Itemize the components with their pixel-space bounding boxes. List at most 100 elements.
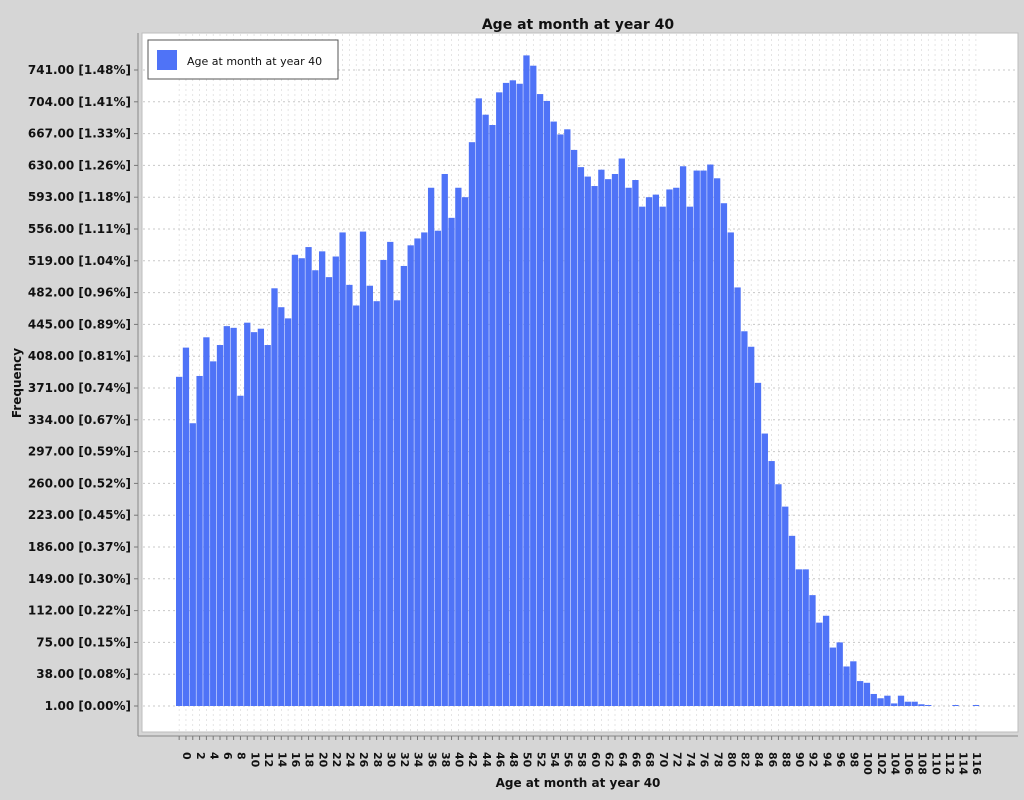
x-tick-label: 36 [425,752,438,768]
x-tick-label: 26 [357,752,370,768]
x-tick-label: 8 [235,752,248,760]
x-tick-label: 100 [861,752,874,775]
x-tick-label: 28 [371,752,384,767]
bar [897,695,905,706]
bar [407,245,414,706]
bar [863,682,871,706]
y-tick-label: 223.00 [0.45%] [28,508,131,522]
y-tick-label: 408.00 [0.81%] [28,349,131,363]
y-tick-label: 704.00 [1.41%] [28,95,131,109]
bar [713,178,721,707]
y-tick-label: 149.00 [0.30%] [28,572,131,586]
bar [577,167,585,706]
bar [271,288,278,706]
x-tick-label: 6 [221,752,234,760]
y-tick-label: 593.00 [1.18%] [28,190,131,204]
bar [809,595,816,706]
x-tick-label: 102 [875,752,888,775]
x-tick-label: 106 [902,752,915,775]
bar [278,307,285,706]
x-tick-label: 68 [643,752,656,767]
bar [857,681,864,706]
x-tick-label: 86 [766,752,779,768]
x-tick-label: 44 [480,752,493,768]
bar [768,461,775,706]
x-tick-label: 92 [807,752,820,767]
bar [584,176,591,706]
x-tick-label: 108 [916,752,929,775]
y-tick-label: 38.00 [0.08%] [36,667,131,681]
bar [686,206,694,706]
x-tick-label: 58 [575,752,588,767]
y-tick-label: 112.00 [0.22%] [28,604,131,618]
legend-box [147,39,339,80]
bar [693,170,700,706]
y-tick-label: 667.00 [1.33%] [28,127,131,141]
x-tick-label: 20 [316,752,329,768]
bar [230,327,237,706]
bar [250,332,258,706]
bar [387,241,394,706]
x-tick-label: 54 [548,752,561,768]
bar [557,134,564,706]
legend: Age at month at year 40 [147,39,339,80]
bar [516,83,523,706]
bar [734,287,741,706]
bar [291,254,299,706]
bar [462,197,469,706]
bar [189,423,196,706]
x-tick-label: 10 [248,752,261,768]
bar [843,666,850,706]
bar [305,247,312,707]
bar [741,331,748,706]
bar [816,622,823,706]
x-tick-label: 2 [194,752,207,760]
x-tick-label: 110 [929,752,942,775]
bar [666,189,673,706]
bar [496,92,503,707]
bar [748,346,755,706]
x-tick-label: 34 [412,752,425,768]
y-tick-label: 75.00 [0.15%] [36,635,131,649]
x-tick-label: 66 [630,752,643,768]
x-tick-label: 38 [439,752,452,767]
bar [618,158,625,706]
bar [707,164,714,707]
bar [509,80,516,706]
bar [346,284,353,706]
x-axis-ticks: 0 2 4 6 8 10 12 14 16 18 20 22 24 26 28 30 32 34 36 38 40 42 4… [178,736,983,775]
bar [210,361,217,706]
bar [679,166,687,706]
x-tick-label: 50 [521,752,534,768]
bar [421,232,428,706]
bar [502,82,510,706]
bar [455,187,462,706]
x-tick-label: 56 [562,752,575,768]
y-tick-label: 482.00 [0.96%] [28,286,131,300]
bar [237,395,244,706]
bar [332,256,339,706]
y-axis-ticks: 1.00 [0.00%] 38.00 [0.08%] 75.00 [0.15%] 11… [28,63,138,713]
bar [591,186,598,706]
y-tick-label: 741.00 [1.48%] [28,63,131,77]
bar [298,258,305,706]
bar [761,433,768,706]
x-axis-label: Age at month at year 40 [496,776,661,790]
x-tick-label: 16 [289,752,302,768]
chart-title: Age at month at year 40 [482,17,675,33]
bar [870,693,877,706]
bar [639,206,646,706]
bar [802,569,809,706]
x-tick-label: 90 [793,752,806,768]
x-tick-label: 30 [384,752,397,768]
x-tick-label: 24 [344,752,357,768]
bar [339,232,346,706]
bar [441,173,448,707]
bar [645,197,653,706]
bar [550,121,557,706]
x-tick-label: 52 [534,752,547,767]
y-tick-label: 630.00 [1.26%] [28,158,131,172]
x-tick-label: 42 [466,752,479,767]
x-tick-label: 94 [820,752,833,768]
